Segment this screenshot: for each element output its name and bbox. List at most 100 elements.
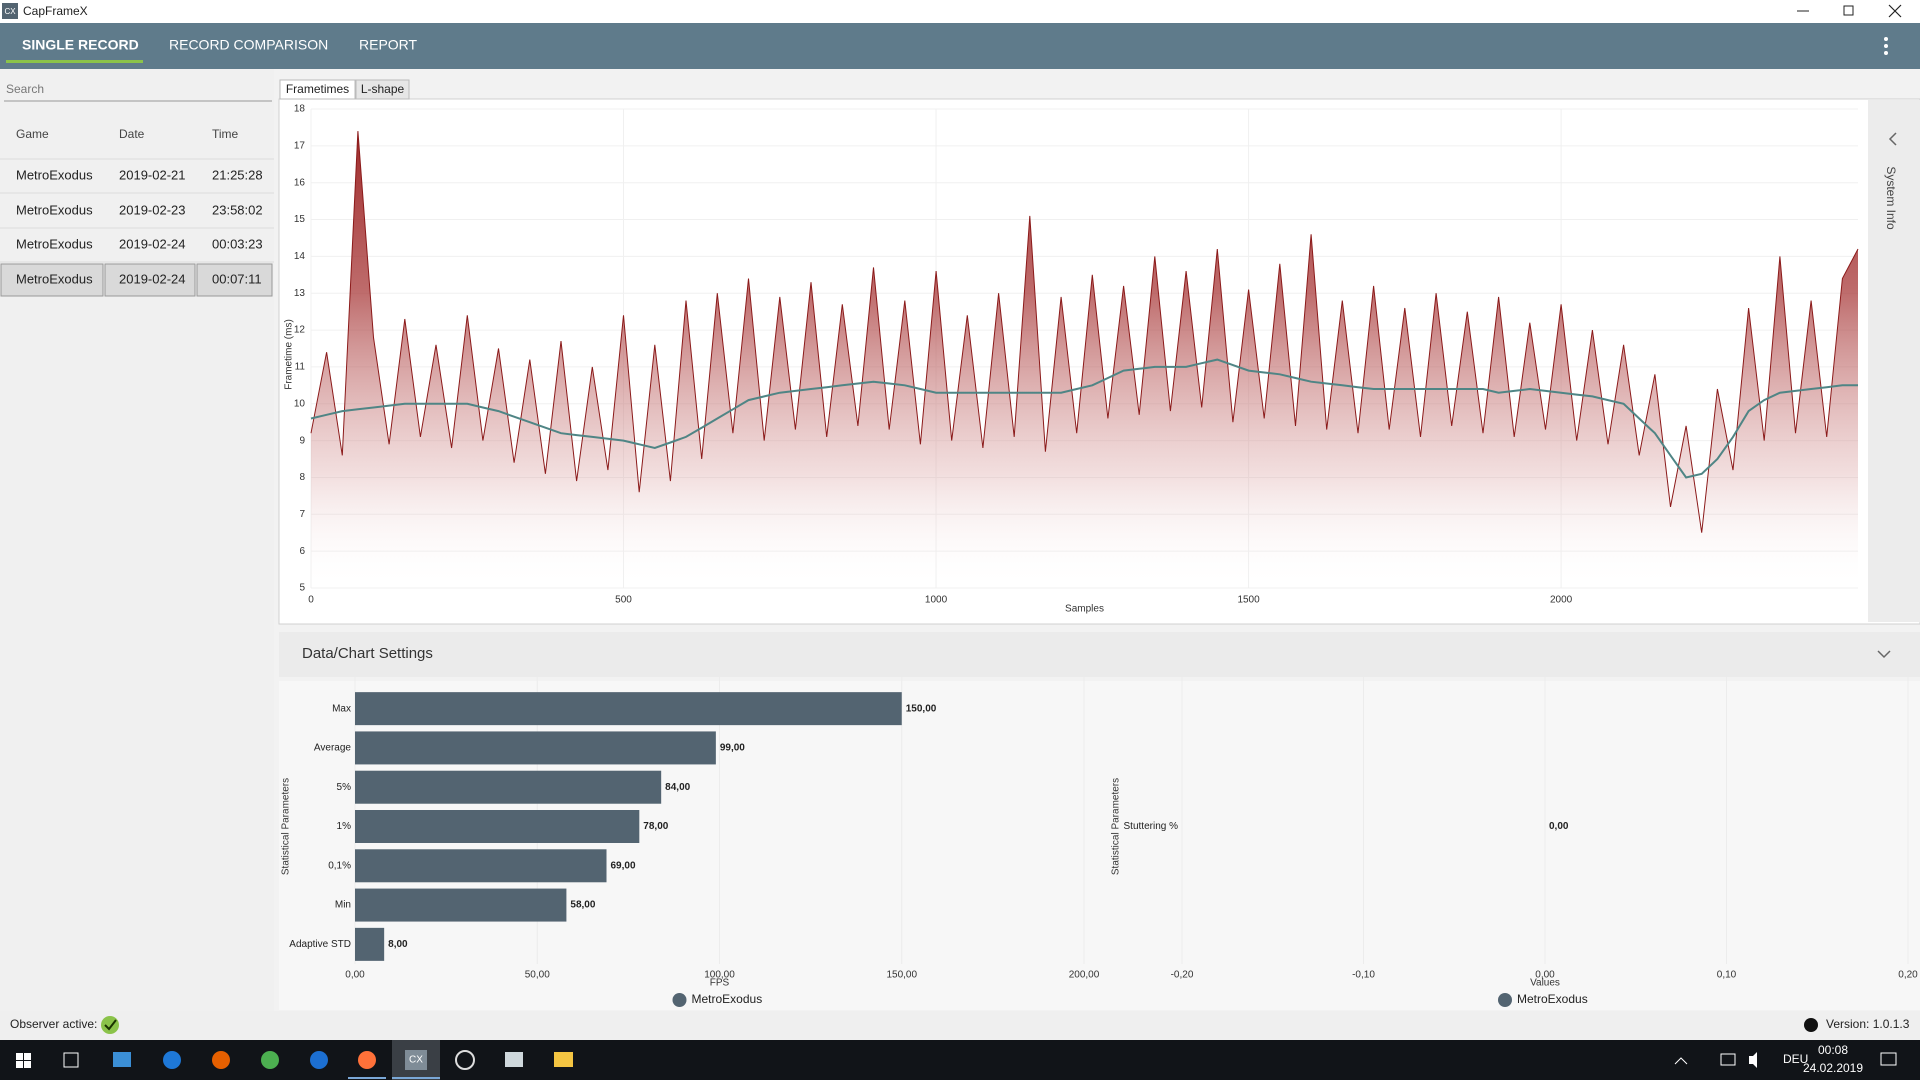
app-icon-text: CX: [4, 7, 16, 16]
category-label: Average: [314, 743, 352, 754]
taskbar-app[interactable]: [261, 1051, 279, 1069]
chart-tabs: Frametimes L-shape: [279, 79, 410, 100]
table-cell: MetroExodus: [16, 236, 93, 251]
x-tick-label: -0,10: [1352, 970, 1375, 981]
tray-time[interactable]: 00:08: [1818, 1043, 1848, 1057]
chart-tab[interactable]: [355, 79, 410, 100]
taskbar-app[interactable]: [310, 1051, 328, 1069]
x-tick-label: 0,00: [1535, 970, 1555, 981]
bar: [355, 731, 716, 765]
nav-tab[interactable]: REPORT: [359, 37, 418, 53]
collapse-chevron[interactable]: [1877, 650, 1891, 659]
bar: [355, 888, 567, 922]
bar: [355, 770, 662, 804]
status-bar: [0, 1011, 1920, 1040]
y-tick-label: 12: [294, 325, 306, 336]
nav-tabs: SINGLE RECORD RECORD COMPARISON REPORT: [22, 37, 418, 53]
bar: [355, 810, 640, 843]
value-label: 84,00: [665, 782, 690, 793]
system-info-panel[interactable]: [1868, 100, 1920, 622]
x-tick-label: 0: [308, 595, 314, 606]
y-tick-label: 14: [294, 251, 306, 262]
table-cell: 2019-02-21: [119, 167, 186, 182]
taskbar-app[interactable]: [212, 1051, 230, 1069]
start-logo: [16, 1061, 23, 1068]
x-axis-label: FPS: [710, 978, 730, 989]
category-label: Stuttering %: [1124, 821, 1179, 832]
taskbar-app[interactable]: [163, 1051, 181, 1069]
taskbar-app[interactable]: [358, 1051, 376, 1069]
nav-tab[interactable]: RECORD COMPARISON: [169, 37, 328, 53]
x-tick-label: 100,00: [704, 970, 735, 981]
search-placeholder: Search: [6, 82, 44, 96]
action-center[interactable]: [1880, 1052, 1897, 1066]
taskbar-app[interactable]: [455, 1050, 475, 1070]
x-tick-label: 1500: [1237, 595, 1260, 606]
selected-cell: [196, 263, 273, 297]
start-logo: [16, 1053, 23, 1060]
table-cell: MetroExodus: [16, 167, 93, 182]
legend-label: MetroExodus: [692, 992, 763, 1006]
bar: [355, 692, 902, 726]
taskbar-app[interactable]: [505, 1052, 523, 1067]
table-cell: 2019-02-24: [119, 236, 186, 251]
tray-language[interactable]: DEU: [1783, 1052, 1808, 1066]
search-box[interactable]: [4, 80, 272, 101]
category-label: 0,1%: [328, 860, 351, 871]
bar: [355, 849, 607, 883]
tray-date[interactable]: 24.02.2019: [1803, 1061, 1863, 1075]
frametime-area: [311, 131, 1858, 588]
selected-cell: [0, 263, 104, 297]
value-label: 99,00: [720, 743, 745, 754]
tray-network[interactable]: [1720, 1053, 1736, 1066]
y-tick-label: 15: [294, 214, 306, 225]
y-tick-label: 18: [294, 104, 306, 115]
restore-button[interactable]: [1843, 5, 1854, 16]
x-axis-label: Values: [1530, 978, 1560, 989]
settings-panel[interactable]: [279, 632, 1920, 677]
start-button[interactable]: [16, 1053, 31, 1068]
version-label: Version: 1.0.1.3: [1826, 1017, 1910, 1031]
nav-tab[interactable]: SINGLE RECORD: [22, 37, 139, 53]
x-tick-label: -0,20: [1171, 970, 1194, 981]
table-cell: 00:07:11: [212, 271, 262, 286]
menu-button[interactable]: [1884, 37, 1888, 41]
taskbar-app[interactable]: [554, 1052, 573, 1067]
table-header: Date: [119, 127, 145, 141]
x-tick-label: 150,00: [886, 970, 917, 981]
frametime-line: [310, 131, 1859, 533]
task-view-button[interactable]: [63, 1052, 79, 1068]
expand-chevron[interactable]: [1888, 132, 1897, 146]
title-bar: [0, 0, 1920, 23]
charts: 5 6 7 8 9 10 11 12 13 14 15 16 17 18 0 500 1000 1500 2000 S…: [281, 104, 1918, 1007]
x-tick-label: 1000: [925, 595, 948, 606]
chart-tab-label: Frametimes: [286, 82, 349, 96]
y-axis-label: Statistical Parameters: [1111, 778, 1122, 875]
taskbar-app[interactable]: [113, 1052, 131, 1067]
check-mark: [104, 1019, 117, 1031]
table-cell: 21:25:28: [212, 167, 263, 182]
statistics-panel: [279, 681, 1920, 1010]
y-tick-label: 9: [299, 435, 305, 446]
x-tick-label: 50,00: [525, 970, 550, 981]
window-title: CapFrameX: [23, 4, 88, 18]
category-label: 5%: [337, 782, 352, 793]
y-tick-label: 17: [294, 140, 306, 151]
chart-tab-label: L-shape: [361, 82, 405, 96]
x-tick-label: 0,00: [345, 970, 365, 981]
chart-tab[interactable]: [279, 79, 356, 100]
legend-swatch: [1498, 993, 1512, 1007]
tray-overflow[interactable]: [1674, 1057, 1688, 1065]
x-axis-label: Samples: [1065, 604, 1104, 615]
close-button[interactable]: [1888, 4, 1902, 18]
y-tick-label: 6: [299, 546, 305, 557]
table-cell: 00:03:23: [212, 236, 263, 251]
category-label: 1%: [337, 821, 352, 832]
y-tick-label: 10: [294, 398, 306, 409]
y-tick-label: 7: [299, 509, 305, 520]
menu-button-dot: [1884, 44, 1888, 48]
taskbar: [0, 1040, 1920, 1080]
tray-volume[interactable]: [1749, 1052, 1757, 1068]
value-label: 58,00: [570, 900, 595, 911]
system-info-label: System Info: [1884, 166, 1898, 230]
